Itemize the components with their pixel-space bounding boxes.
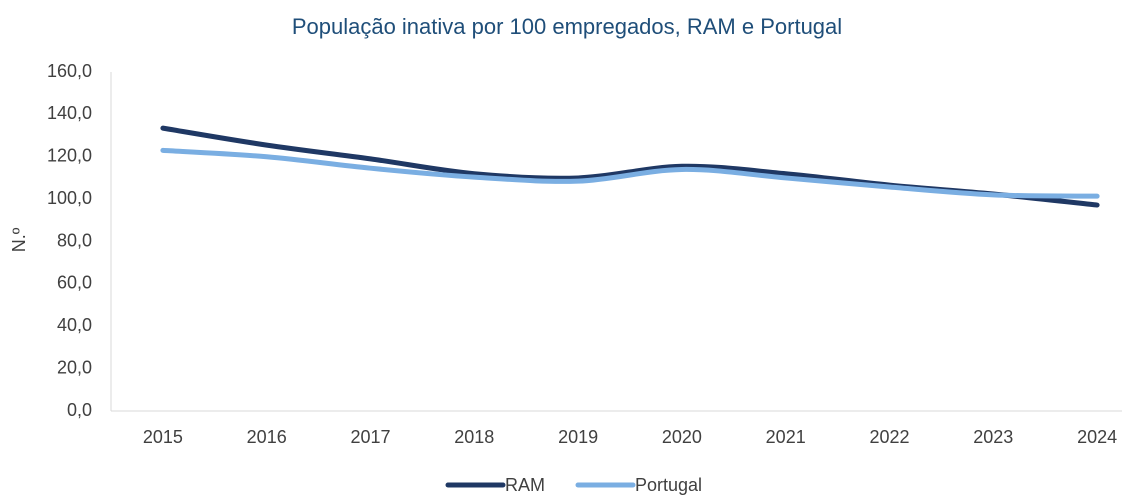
x-tick-label: 2020 <box>662 427 702 447</box>
x-tick-label: 2024 <box>1077 427 1117 447</box>
x-tick-label: 2021 <box>766 427 806 447</box>
x-tick-label: 2022 <box>869 427 909 447</box>
x-tick-label: 2019 <box>558 427 598 447</box>
y-tick-label: 160,0 <box>47 61 92 81</box>
x-tick-label: 2018 <box>454 427 494 447</box>
y-tick-label: 80,0 <box>57 230 92 250</box>
x-tick-label: 2015 <box>143 427 183 447</box>
y-tick-label: 0,0 <box>67 400 92 420</box>
y-axis-label: N.º <box>9 227 29 252</box>
x-tick-label: 2023 <box>973 427 1013 447</box>
y-tick-label: 40,0 <box>57 315 92 335</box>
chart-title: População inativa por 100 empregados, RA… <box>292 14 842 39</box>
x-tick-label: 2016 <box>247 427 287 447</box>
y-tick-label: 140,0 <box>47 103 92 123</box>
legend-label: Portugal <box>635 475 702 495</box>
y-tick-label: 60,0 <box>57 273 92 293</box>
legend-label: RAM <box>505 475 545 495</box>
line <box>160 147 1100 199</box>
y-tick-label: 20,0 <box>57 357 92 377</box>
x-tick-label: 2017 <box>350 427 390 447</box>
y-tick-label: 120,0 <box>47 146 92 166</box>
y-tick-label: 100,0 <box>47 188 92 208</box>
